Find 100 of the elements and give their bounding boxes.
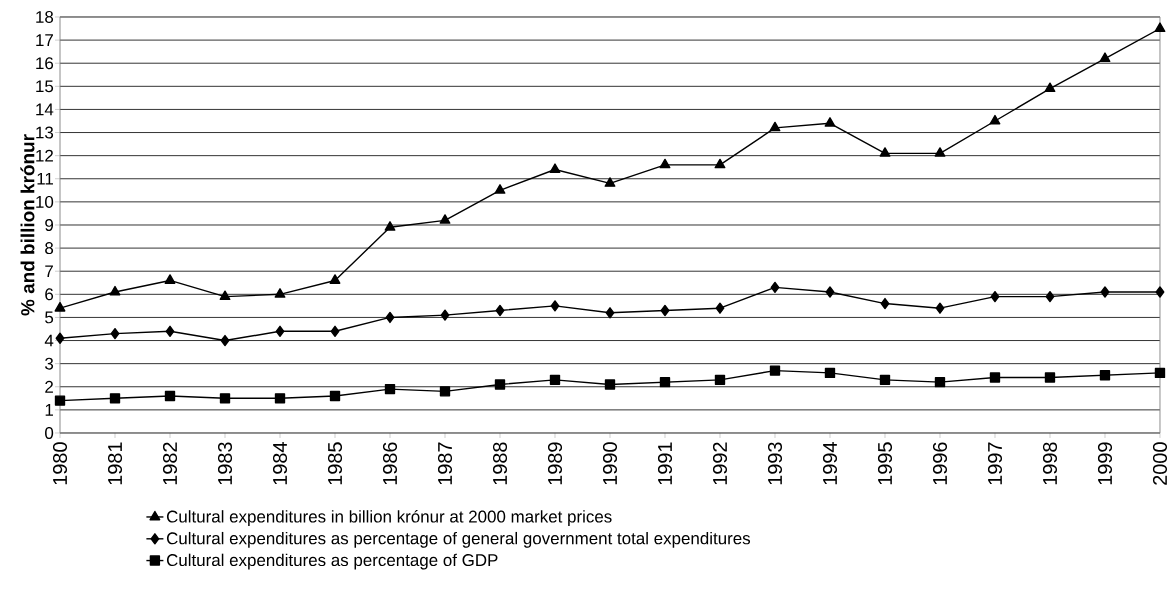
y-tick-label: 7 [45, 265, 53, 278]
point [164, 274, 176, 284]
y-tick-label: 3 [45, 357, 54, 370]
point [110, 327, 120, 340]
point [715, 302, 725, 314]
point [1100, 286, 1110, 298]
point [494, 379, 506, 390]
point [549, 374, 561, 386]
point [219, 290, 231, 301]
x-tick-label: 1980 [52, 442, 68, 485]
point [605, 307, 615, 319]
point [219, 393, 231, 404]
x-tick-label: 1999 [1097, 442, 1113, 485]
x-tick-label: 1993 [767, 442, 783, 485]
y-tick-label: 6 [45, 288, 54, 301]
point [275, 325, 285, 337]
y-tick-label: 14 [36, 103, 54, 116]
point [439, 386, 451, 397]
y-tick-label: 16 [36, 57, 54, 70]
y-axis-title: % and billion krónur [20, 134, 35, 316]
point [604, 177, 616, 187]
x-tick-label: 1988 [492, 442, 508, 485]
point [989, 114, 1001, 125]
point [879, 374, 891, 386]
point [109, 393, 121, 404]
x-tick-label: 1984 [272, 442, 288, 485]
x-tick-label: 1995 [877, 442, 893, 485]
point [440, 309, 450, 321]
point [1044, 372, 1056, 383]
point [769, 365, 781, 376]
x-tick-label: 1982 [162, 442, 178, 485]
point [329, 274, 341, 284]
point [330, 325, 340, 337]
x-tick-label: 1983 [217, 442, 233, 485]
y-tick-label: 15 [36, 80, 54, 93]
x-tick-label: 1996 [932, 442, 948, 485]
point [604, 379, 616, 390]
x-tick-label: 1981 [107, 442, 123, 485]
point [879, 147, 891, 157]
x-tick-label: 1986 [382, 442, 398, 485]
point [714, 374, 726, 386]
point [659, 376, 671, 388]
point [714, 158, 726, 169]
x-tick-label: 1989 [547, 442, 563, 485]
point [109, 285, 121, 296]
point [1099, 52, 1111, 63]
point [824, 367, 836, 379]
point [164, 390, 176, 402]
point [550, 300, 560, 312]
point [549, 163, 561, 173]
y-tick-label: 17 [36, 34, 53, 46]
point [934, 376, 946, 388]
point [1154, 367, 1166, 379]
point [935, 302, 945, 314]
point [274, 288, 286, 298]
legend-label: Cultural expenditures as percentage of GDP [166, 553, 498, 570]
y-tick-label: 2 [45, 380, 53, 393]
y-tick-label: 9 [45, 218, 54, 231]
point [770, 281, 780, 294]
legend-label: Cultural expenditures as percentage of general government total expenditures [166, 531, 751, 548]
point [439, 214, 451, 224]
y-tick-label: 12 [36, 149, 53, 162]
point [989, 372, 1001, 383]
y-tick-label: 1 [45, 404, 53, 416]
x-tick-label: 1987 [437, 442, 453, 485]
y-tick-label: 10 [36, 195, 54, 208]
point [1045, 290, 1055, 303]
point [274, 393, 286, 404]
x-tick-label: 1994 [822, 442, 838, 485]
point [660, 304, 670, 317]
point [825, 286, 835, 298]
x-tick-label: 1985 [327, 442, 343, 485]
point [934, 147, 946, 157]
point [1044, 82, 1056, 93]
point [329, 390, 341, 402]
x-tick-label: 1991 [657, 442, 673, 485]
point [384, 383, 396, 395]
point [769, 121, 781, 132]
y-tick-label: 18 [36, 10, 54, 23]
point [54, 395, 66, 406]
point [54, 302, 66, 312]
y-tick-label: 4 [44, 334, 54, 347]
legend-label: Cultural expenditures in billion krónur at 2000 market prices [166, 509, 612, 526]
point [824, 117, 836, 127]
point [1099, 370, 1111, 381]
point [495, 304, 505, 317]
point [990, 290, 1000, 303]
y-tick-label: 0 [45, 426, 54, 439]
x-tick-label: 1997 [987, 442, 1003, 485]
point [880, 297, 890, 310]
point [385, 311, 395, 324]
y-tick-label: 11 [37, 172, 53, 185]
x-tick-label: 1992 [712, 442, 728, 485]
point [1154, 22, 1166, 32]
x-tick-label: 1990 [602, 442, 618, 485]
y-tick-label: 13 [36, 126, 54, 139]
point [165, 325, 175, 337]
point [494, 184, 506, 194]
point [55, 332, 65, 344]
point [220, 334, 230, 347]
